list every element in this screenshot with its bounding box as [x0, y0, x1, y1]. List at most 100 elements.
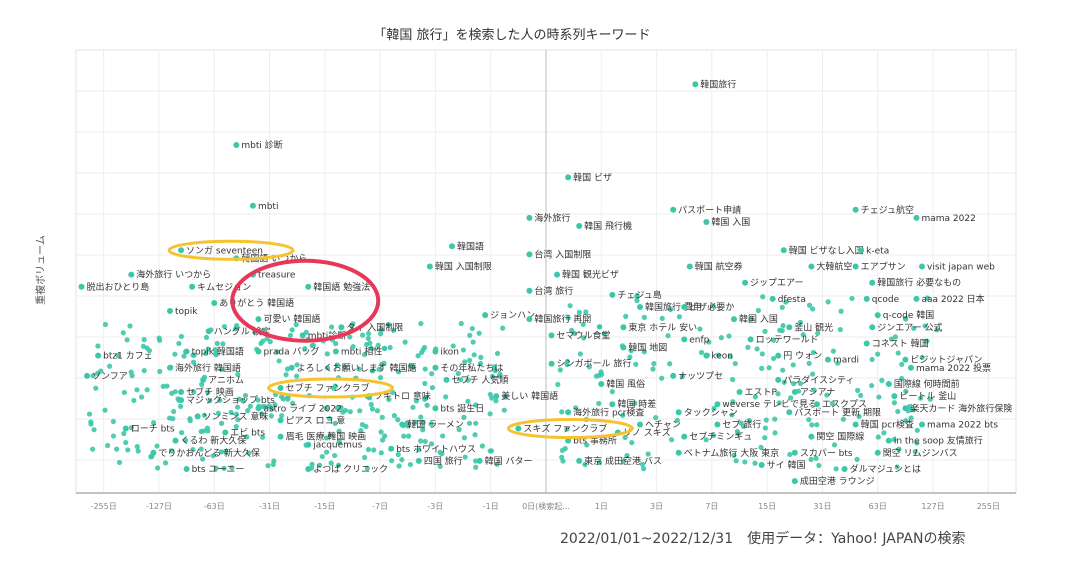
data-point: [466, 420, 473, 426]
data-point: [810, 349, 817, 356]
labeled-data-point: [299, 332, 306, 339]
point-label: 韓国語 勉強法: [313, 281, 370, 293]
chart-title: 「韓国 旅行」を検索した人の時系列キーワード: [373, 28, 650, 43]
point-label: bts ユーニー: [192, 465, 245, 475]
data-point: [620, 412, 626, 418]
data-point: [365, 335, 371, 342]
point-label: ナッツプセ: [678, 371, 723, 382]
data-point: [668, 437, 675, 443]
data-point: [405, 423, 411, 429]
point-label: チェジュ航空: [861, 204, 914, 216]
data-point: [501, 407, 507, 413]
data-point: [395, 369, 402, 375]
data-point: [679, 373, 686, 380]
labeled-data-point: [233, 142, 240, 148]
point-label: ビートル 釜山: [899, 390, 956, 402]
footer-caption: 2022/01/01~2022/12/31 使用データ：Yahoo! JAPAN…: [560, 531, 966, 547]
data-point: [567, 303, 573, 309]
data-point: [633, 361, 639, 367]
data-point: [487, 448, 493, 454]
data-point: [235, 371, 241, 378]
data-point: [659, 375, 665, 381]
data-point: [745, 344, 751, 350]
labeled-data-point: [277, 417, 284, 424]
data-point: [641, 349, 647, 355]
data-point: [247, 403, 253, 409]
data-point: [632, 400, 638, 406]
data-point: [927, 396, 933, 402]
data-point: [309, 461, 315, 467]
point-label: treasure: [258, 271, 296, 281]
data-point: [131, 397, 137, 404]
data-point: [465, 377, 471, 383]
point-label: パラダイスシティ: [783, 374, 854, 386]
data-point: [332, 452, 338, 459]
data-point: [391, 413, 397, 419]
data-point: [218, 449, 224, 455]
data-point: [371, 447, 377, 453]
labeled-data-point: [620, 344, 627, 351]
data-point: [500, 325, 506, 331]
data-point: [361, 351, 368, 358]
labeled-data-point: [211, 299, 218, 306]
data-point: [780, 367, 786, 373]
point-label: q-code 韓国: [883, 310, 935, 321]
labeled-data-point: [338, 324, 345, 331]
data-point: [260, 338, 266, 344]
x-tick-label: 3日: [650, 502, 663, 511]
data-point: [450, 343, 456, 349]
data-point: [381, 360, 387, 366]
labeled-data-point: [863, 295, 870, 302]
labeled-data-point: [714, 401, 721, 408]
data-point: [293, 373, 300, 379]
labeled-data-point: [919, 263, 925, 270]
point-label: 韓国 飛行機: [584, 220, 632, 232]
data-point: [360, 332, 366, 338]
point-label: 韓国 風俗: [606, 378, 645, 390]
data-point: [645, 451, 651, 457]
data-point: [869, 382, 875, 389]
data-point: [179, 430, 185, 436]
data-point: [205, 428, 211, 434]
data-point: [289, 327, 295, 333]
data-point: [718, 335, 724, 341]
data-point: [198, 446, 204, 452]
data-point: [776, 400, 782, 406]
data-point: [429, 371, 435, 377]
point-label: セブチ 人気順: [451, 374, 508, 386]
data-point: [770, 337, 777, 343]
point-label: 韓国 入国制限: [435, 261, 492, 273]
data-point: [154, 443, 160, 449]
x-tick-label: 127日: [921, 502, 944, 511]
highlight-ellipse: [267, 377, 395, 399]
data-point: [336, 428, 342, 434]
data-point: [365, 446, 372, 453]
point-label: よろしくお願いします 韓国語: [297, 362, 417, 374]
data-point: [806, 360, 812, 367]
data-point: [329, 324, 335, 330]
data-point: [460, 347, 467, 353]
data-point: [203, 350, 209, 357]
data-point: [881, 430, 887, 436]
data-point: [396, 463, 402, 469]
data-point: [242, 392, 249, 399]
data-point: [492, 368, 498, 374]
point-label: 韓国旅行 費用: [645, 301, 702, 313]
labeled-data-point: [620, 324, 627, 331]
data-point: [358, 428, 364, 434]
labeled-data-point: [167, 364, 173, 371]
x-tick-label: 7日: [705, 502, 718, 511]
labeled-data-point: [736, 389, 743, 396]
data-point: [876, 394, 882, 400]
data-point: [465, 398, 471, 404]
point-label: 円 ウォン: [783, 351, 822, 362]
labeled-data-point: [426, 263, 433, 270]
data-point: [386, 321, 392, 328]
data-point: [733, 458, 739, 464]
labeled-data-point: [786, 409, 793, 416]
labeled-data-point: [255, 405, 262, 412]
data-point: [473, 420, 479, 426]
data-point: [443, 394, 449, 400]
data-point: [228, 409, 234, 416]
data-point: [639, 461, 646, 467]
